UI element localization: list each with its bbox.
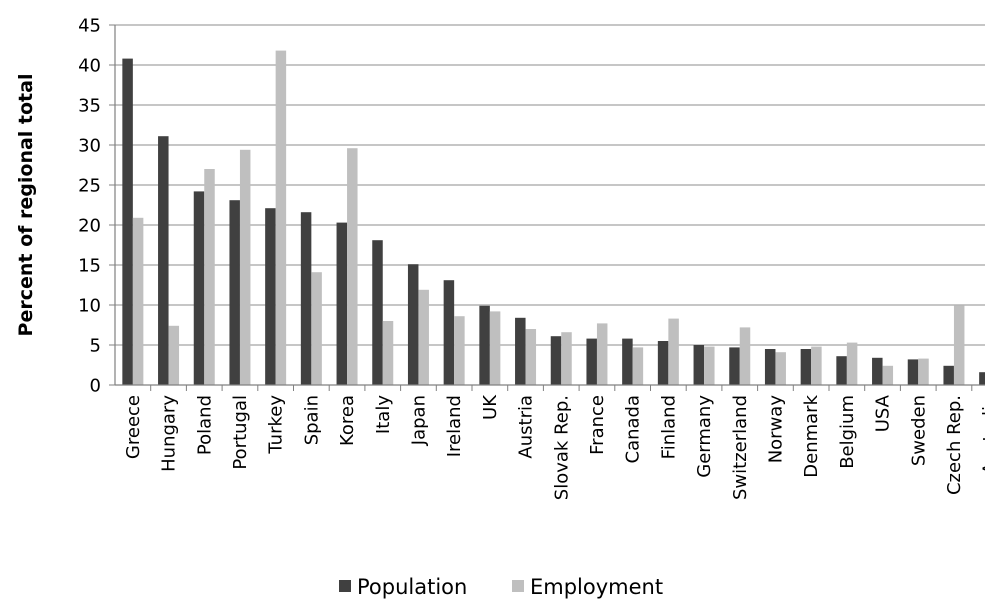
bar-population-uk	[479, 305, 490, 385]
bar-employment-korea	[347, 148, 358, 385]
bar-population-poland	[193, 191, 205, 385]
x-tick-label: Denmark	[801, 394, 822, 477]
bar-population-turkey	[265, 208, 276, 385]
x-tick-label: Hungary	[159, 395, 180, 472]
bar-employment-poland	[204, 169, 215, 385]
bar-population-czech-rep-	[943, 365, 954, 385]
legend: Population Employment	[339, 575, 663, 599]
x-tick-label: Finland	[658, 395, 679, 459]
x-tick-label: Spain	[301, 395, 322, 445]
x-tick-label: Canada	[623, 395, 644, 464]
bar-employment-portugal	[239, 149, 251, 385]
bar-population-korea	[336, 222, 348, 385]
bar-population-australia	[979, 372, 985, 385]
bar-employment-sweden	[918, 358, 929, 385]
bar-employment-uk	[489, 311, 501, 385]
x-tick-label: Switzerland	[730, 395, 751, 500]
bar-employment-austria	[525, 329, 537, 385]
bar-population-spain	[300, 212, 312, 385]
x-tick-label: Ireland	[444, 395, 465, 457]
gridlines	[115, 24, 985, 346]
legend-swatch-population	[339, 580, 351, 592]
bar-population-switzerland	[729, 347, 740, 385]
bar-employment-turkey	[275, 50, 287, 385]
bar-population-finland	[657, 341, 669, 385]
y-tick-label: 40	[78, 56, 101, 77]
bar-population-germany	[693, 345, 705, 385]
y-tick-label: 35	[78, 96, 101, 117]
bar-employment-france	[596, 323, 608, 385]
x-tick-label: Slovak Rep.	[551, 395, 572, 500]
x-tick-label: Belgium	[837, 395, 858, 469]
x-tick-label: Poland	[194, 395, 215, 455]
y-tick-label: 45	[78, 16, 101, 37]
legend-label-employment: Employment	[530, 575, 663, 599]
x-tick-label: UK	[480, 394, 501, 420]
bar-population-usa	[872, 357, 883, 385]
y-tick-label: 15	[78, 256, 101, 277]
x-tick-label: Germany	[694, 395, 715, 478]
bar-population-sweden	[907, 359, 919, 385]
bar-employment-greece	[132, 217, 144, 385]
bar-population-italy	[372, 240, 383, 385]
bar-population-france	[586, 338, 597, 385]
bar-population-ireland	[443, 280, 455, 385]
legend-swatch-employment	[512, 580, 524, 592]
bar-employment-usa	[882, 365, 894, 385]
bar-population-greece	[122, 58, 133, 385]
x-tick-label: Turkey	[266, 395, 287, 455]
y-tick-label: 0	[90, 376, 101, 397]
bar-employment-germany	[704, 346, 715, 385]
bar-employment-denmark	[811, 346, 822, 385]
bar-population-slovak-rep-	[550, 336, 562, 385]
y-tick-label: 20	[78, 216, 101, 237]
x-tick-label: Czech Rep.	[944, 395, 965, 495]
y-axis-label: Percent of regional total	[15, 74, 37, 337]
bar-population-norway	[764, 349, 776, 385]
bar-population-austria	[515, 317, 526, 385]
x-tick-label: Austria	[516, 395, 537, 459]
axes	[109, 24, 985, 391]
x-tick-label: Portugal	[230, 395, 251, 470]
bar-employment-spain	[311, 272, 322, 385]
bar-employment-belgium	[846, 342, 858, 385]
bar-employment-norway	[775, 352, 786, 385]
bar-employment-finland	[668, 318, 679, 385]
x-tick-label: Greece	[123, 395, 144, 459]
bar-employment-slovak-rep-	[561, 332, 572, 385]
bar-employment-hungary	[168, 325, 180, 385]
bar-population-canada	[622, 338, 633, 385]
y-tick-labels: 0 5 10 15 20 25 30 35 40 45	[78, 16, 101, 397]
bar-population-hungary	[158, 136, 169, 385]
x-tick-label: Sweden	[908, 395, 929, 466]
bars	[122, 50, 985, 385]
bar-employment-czech-rep-	[953, 305, 965, 385]
x-tick-label: Japan	[408, 395, 429, 446]
x-tick-label: USA	[873, 394, 894, 432]
bar-employment-ireland	[454, 316, 465, 385]
x-tick-label: Australia	[980, 395, 985, 475]
bar-population-denmark	[800, 349, 812, 385]
x-tick-label: France	[587, 395, 608, 455]
legend-label-population: Population	[357, 575, 467, 599]
bar-employment-canada	[632, 347, 644, 385]
bar-employment-italy	[382, 321, 394, 385]
bar-population-belgium	[836, 356, 847, 385]
y-tick-label: 10	[78, 296, 101, 317]
bar-employment-japan	[418, 289, 429, 385]
y-tick-label: 30	[78, 136, 101, 157]
bar-population-portugal	[229, 200, 240, 385]
x-tick-label: Italy	[373, 395, 394, 434]
x-tick-label: Norway	[765, 395, 786, 464]
y-tick-label: 25	[78, 176, 101, 197]
x-tick-labels: Greece Hungary Poland Portugal Turkey Spain Ko…	[123, 394, 985, 500]
x-tick-label: Korea	[337, 395, 358, 446]
y-tick-label: 5	[90, 336, 101, 357]
bar-population-japan	[407, 264, 419, 385]
bar-employment-switzerland	[739, 327, 751, 385]
